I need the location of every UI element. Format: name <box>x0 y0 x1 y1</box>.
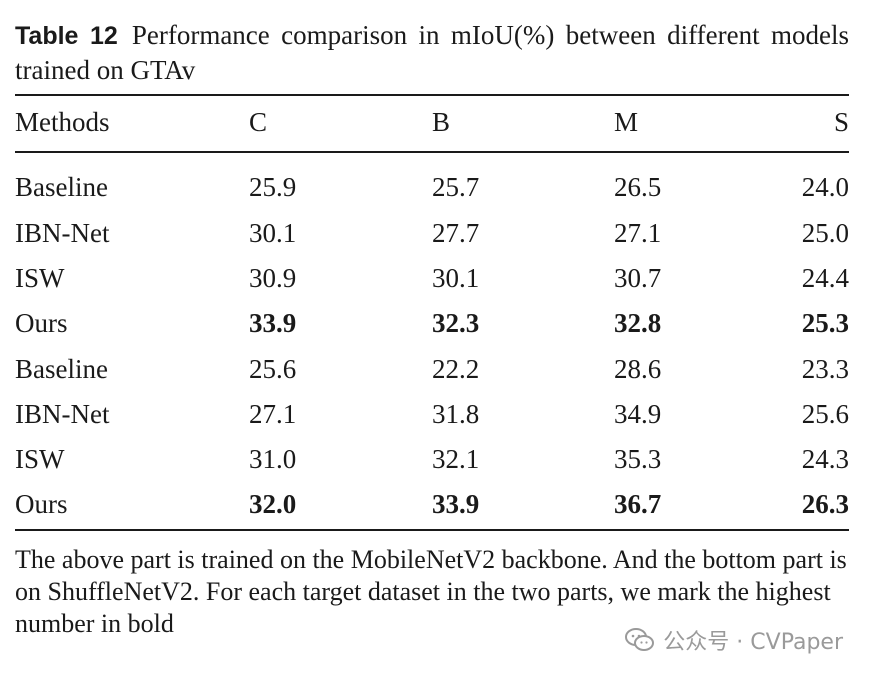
method-name: Baseline <box>15 354 108 384</box>
table-footnote: The above part is trained on the MobileN… <box>15 545 847 638</box>
table-label: Table 12 <box>15 22 118 50</box>
value-c: 30.9 <box>249 263 297 293</box>
value-s: 24.4 <box>801 263 849 293</box>
value-b: 27.7 <box>432 218 480 248</box>
table-row: Ours 33.9 32.3 32.8 25.3 <box>0 301 871 345</box>
value-m: 30.7 <box>614 263 662 293</box>
value-b: 22.2 <box>432 354 480 384</box>
table-caption: Table 12 Performance comparison in mIoU(%… <box>15 18 849 87</box>
caption-text: Performance comparison in mIoU(%) betwee… <box>15 20 849 85</box>
value-b: 32.1 <box>432 444 480 474</box>
table-header-row: Methods C B M S <box>0 100 871 144</box>
value-m: 34.9 <box>614 399 662 429</box>
value-m: 35.3 <box>614 444 662 474</box>
method-name: Baseline <box>15 172 108 202</box>
value-b: 33.9 <box>432 489 480 519</box>
value-s: 25.0 <box>801 218 849 248</box>
header-methods: Methods <box>15 107 110 137</box>
value-m: 27.1 <box>614 218 662 248</box>
value-m: 36.7 <box>614 489 662 519</box>
table-row: ISW 30.9 30.1 30.7 24.4 <box>0 256 871 300</box>
value-c: 27.1 <box>249 399 297 429</box>
table-row: IBN-Net 27.1 31.8 34.9 25.6 <box>0 392 871 436</box>
method-name: Ours <box>15 308 68 338</box>
value-s: 25.3 <box>801 308 849 338</box>
wechat-icon <box>625 628 655 651</box>
method-name: IBN-Net <box>15 399 110 429</box>
value-s: 26.3 <box>801 489 849 519</box>
table-bottom-rule <box>15 529 849 531</box>
value-s: 24.3 <box>801 444 849 474</box>
header-c: C <box>249 107 268 137</box>
watermark: 公众号 · CVPaper <box>621 622 847 658</box>
table-row: ISW 31.0 32.1 35.3 24.3 <box>0 437 871 481</box>
header-b: B <box>432 107 451 137</box>
value-c: 32.0 <box>249 489 297 519</box>
table-header-rule <box>15 151 849 153</box>
table-top-rule <box>15 94 849 96</box>
header-m: M <box>614 107 639 137</box>
value-s: 24.0 <box>801 172 849 202</box>
value-c: 31.0 <box>249 444 297 474</box>
table-row: IBN-Net 30.1 27.7 27.1 25.0 <box>0 211 871 255</box>
value-b: 25.7 <box>432 172 480 202</box>
value-c: 25.9 <box>249 172 297 202</box>
value-c: 25.6 <box>249 354 297 384</box>
value-b: 30.1 <box>432 263 480 293</box>
method-name: ISW <box>15 263 65 293</box>
table-row: Ours 32.0 33.9 36.7 26.3 <box>0 482 871 526</box>
header-s: S <box>833 107 849 137</box>
method-name: Ours <box>15 489 68 519</box>
value-m: 32.8 <box>614 308 662 338</box>
method-name: ISW <box>15 444 65 474</box>
value-b: 31.8 <box>432 399 480 429</box>
value-c: 30.1 <box>249 218 297 248</box>
value-s: 23.3 <box>801 354 849 384</box>
method-name: IBN-Net <box>15 218 110 248</box>
value-s: 25.6 <box>801 399 849 429</box>
table-row: Baseline 25.6 22.2 28.6 23.3 <box>0 347 871 391</box>
watermark-text: 公众号 · CVPaper <box>663 630 843 655</box>
table-row: Baseline 25.9 25.7 26.5 24.0 <box>0 165 871 209</box>
value-m: 26.5 <box>614 172 662 202</box>
value-m: 28.6 <box>614 354 662 384</box>
value-b: 32.3 <box>432 308 480 338</box>
value-c: 33.9 <box>249 308 297 338</box>
